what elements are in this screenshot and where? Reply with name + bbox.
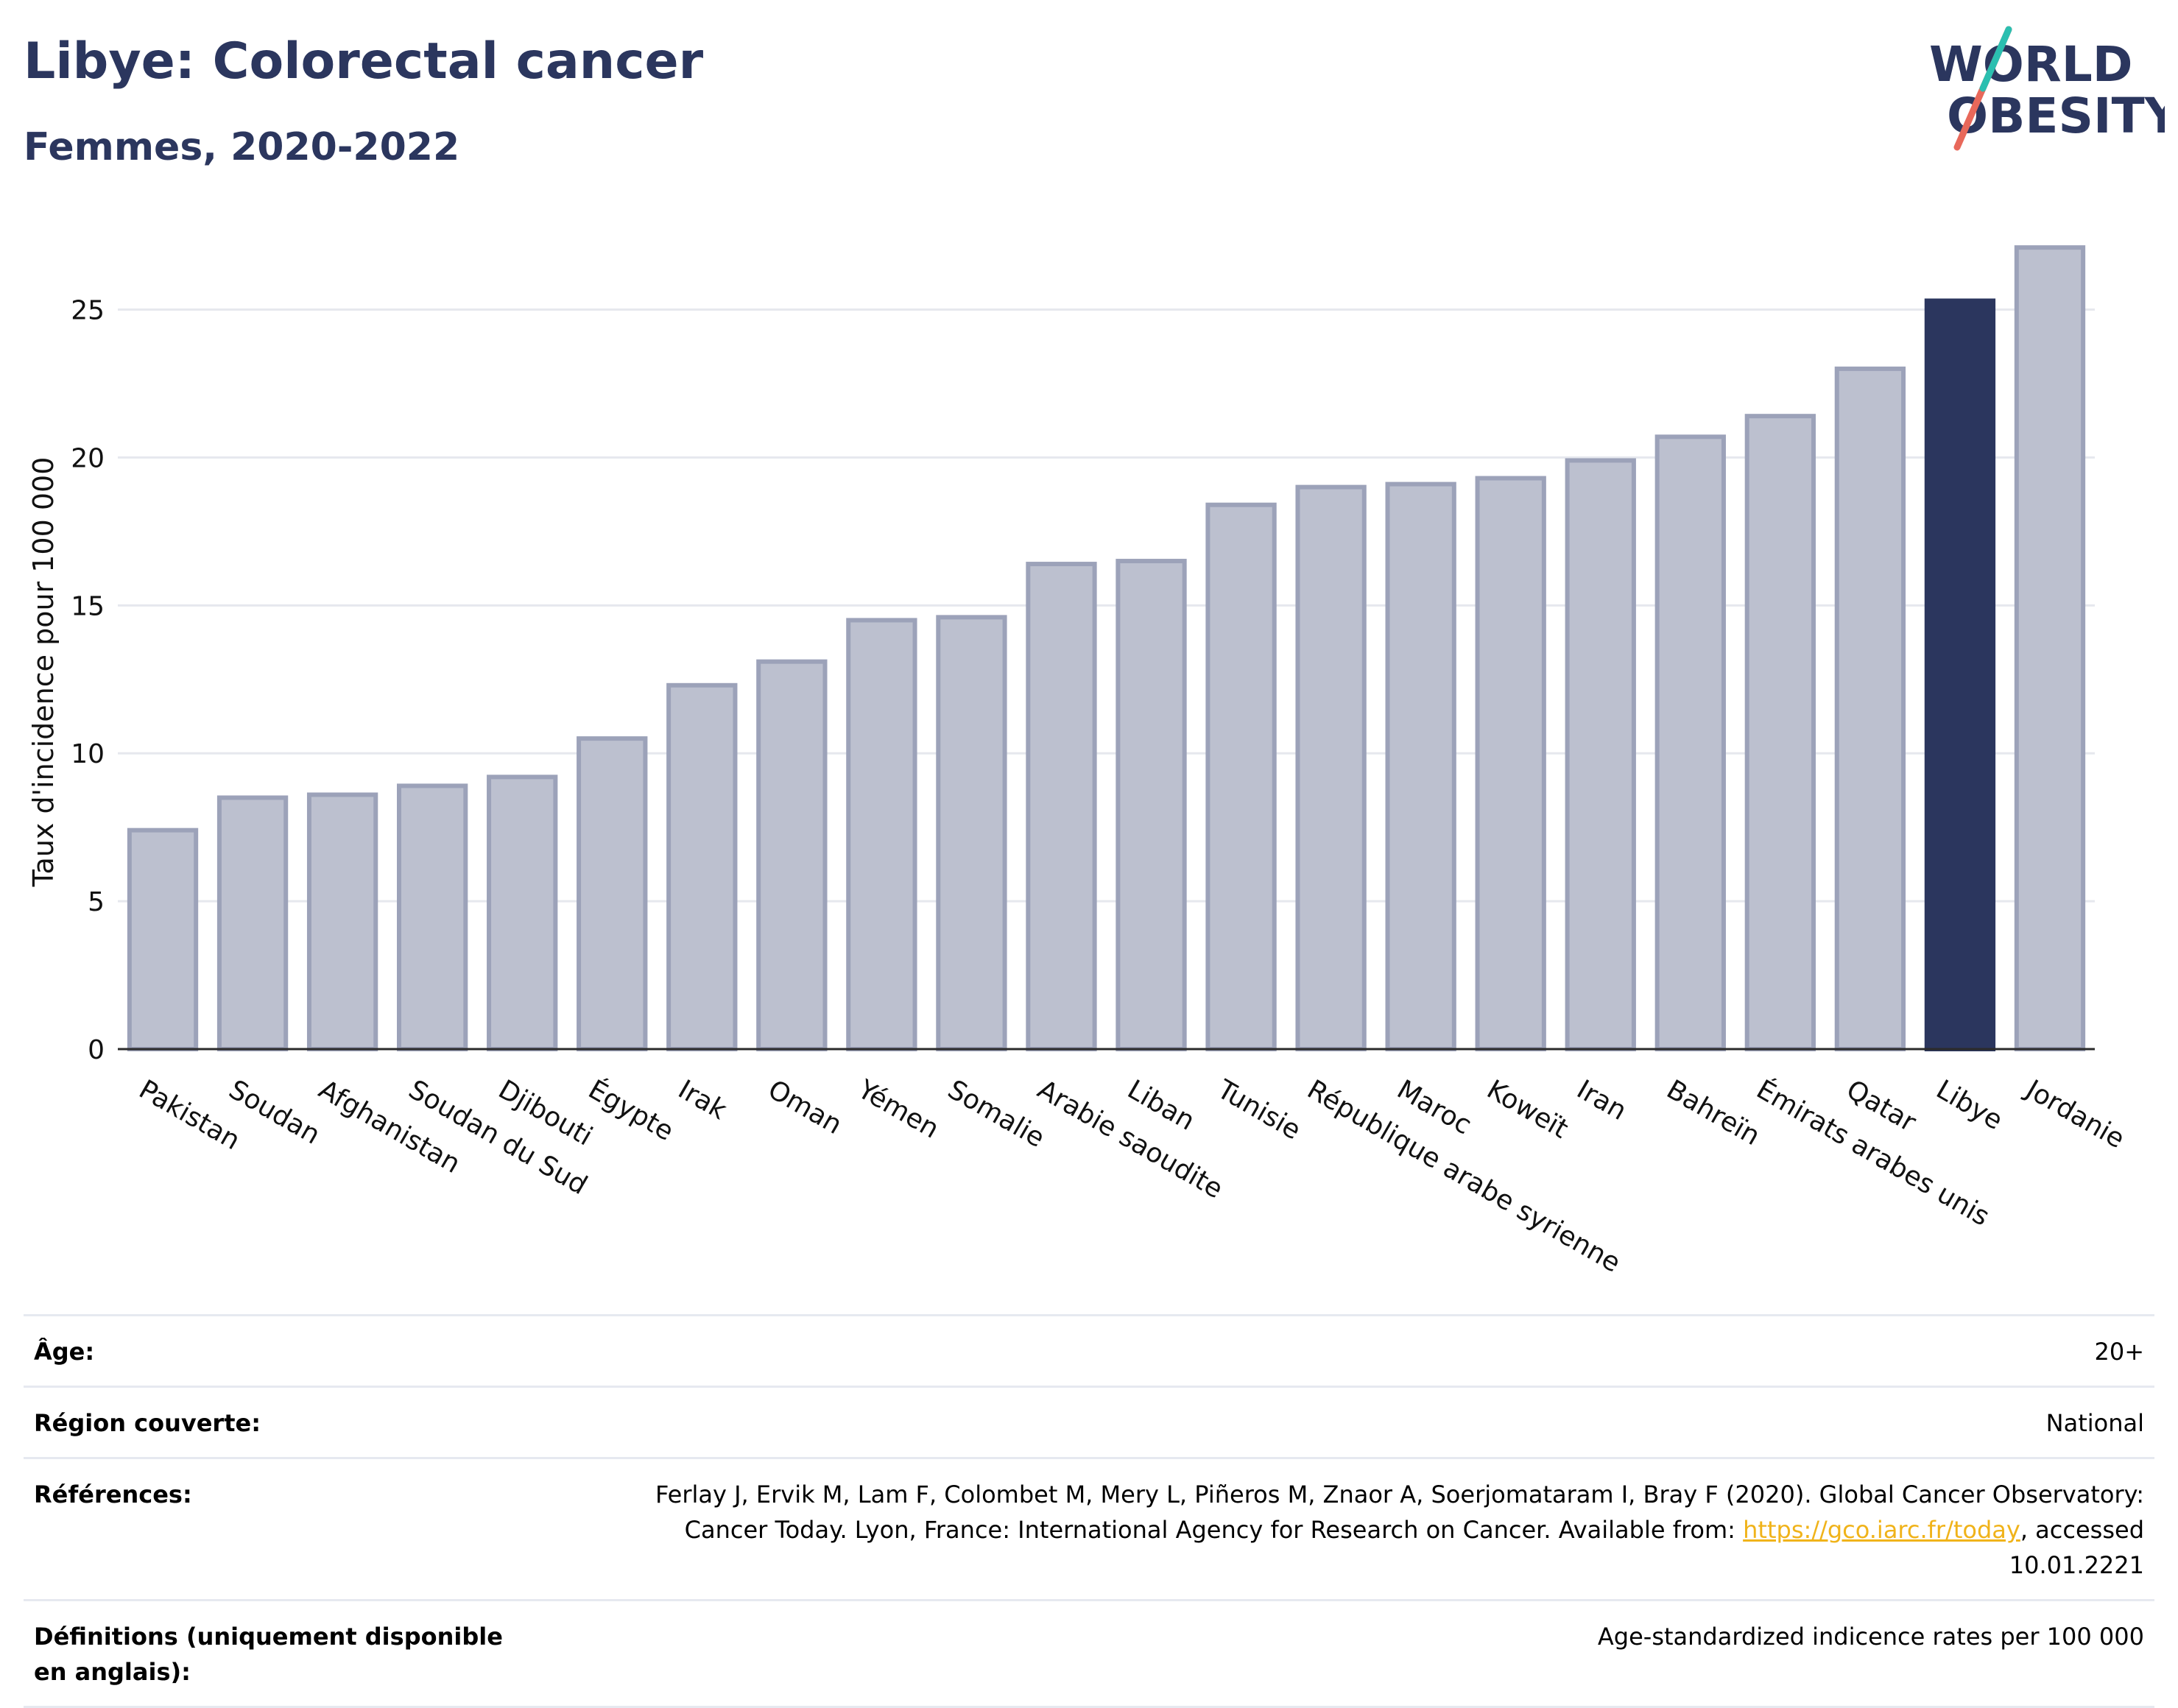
x-tick-label: Irak <box>673 1074 732 1126</box>
bar-pakistan <box>127 827 199 1052</box>
bar-libye <box>1924 298 1996 1052</box>
bar-kowe-t <box>1475 476 1546 1051</box>
bar-somalie <box>936 615 1007 1051</box>
meta-row-references: Références: Ferlay J, Ervik M, Lam F, Co… <box>24 1457 2154 1599</box>
x-tick-label: Koweït <box>1481 1074 1573 1144</box>
meta-row-definitions: Définitions (uniquement disponible en an… <box>24 1599 2154 1708</box>
bar-soudan-du-sud <box>397 783 468 1052</box>
age-label: Âge: <box>34 1338 95 1366</box>
bar-arabie-saoudite <box>1026 562 1097 1051</box>
bar-liban <box>1116 559 1187 1051</box>
chart-title: Libye: Colorectal cancer <box>24 32 704 91</box>
bar-r-publique-arabe-syrienne <box>1295 484 1367 1051</box>
logo-slash-teal <box>1979 26 2012 92</box>
x-tick-label: Égypte <box>583 1074 679 1147</box>
bar-chart: 0 5 10 15 20 25 PakistanSoudanAfghanistanSoud… <box>27 245 2130 1279</box>
x-tick-label: Pakistan <box>134 1074 245 1156</box>
bar-oman <box>756 659 828 1051</box>
bars <box>127 245 2086 1052</box>
y-tick-label: 0 <box>88 1035 105 1065</box>
logo-word-world: WORLD <box>1929 36 2133 93</box>
x-tick-label: Jordanie <box>2020 1073 2129 1154</box>
references-label: Références: <box>34 1481 192 1508</box>
x-tick-label: Yémen <box>852 1074 944 1145</box>
bar-irak <box>666 682 738 1052</box>
references-link[interactable]: https://gco.iarc.fr/today <box>1743 1516 2020 1544</box>
references-suffix: , accessed 10.01.2221 <box>2009 1516 2144 1579</box>
bar-bahre-n <box>1654 434 1726 1051</box>
logo-word-obesity: OBESITY <box>1947 88 2165 144</box>
y-tick-label: 5 <box>88 887 105 917</box>
meta-row-region: Région couverte: National <box>24 1386 2154 1457</box>
chart-subtitle: Femmes, 2020-2022 <box>24 125 460 169</box>
x-tick-label: Somalie <box>942 1074 1049 1154</box>
y-tick-label: 25 <box>71 296 105 326</box>
bar-jordanie <box>2014 245 2086 1051</box>
y-tick-label: 20 <box>71 443 105 473</box>
x-tick-label: Tunisie <box>1211 1074 1305 1146</box>
bar-djibouti <box>487 774 558 1052</box>
x-tick-label: République arabe syrienne <box>1302 1074 1625 1278</box>
world-obesity-logo: WORLD OBESITY <box>1929 26 2165 151</box>
bar-tunisie <box>1205 502 1277 1051</box>
bar--mirats-arabes-unis <box>1744 414 1816 1051</box>
age-value: 20+ <box>2094 1338 2144 1366</box>
x-tick-label: Iran <box>1571 1074 1631 1126</box>
bar-qatar <box>1834 366 1906 1051</box>
y-tick-label: 15 <box>71 591 105 621</box>
definitions-label: Définitions (uniquement disponible en an… <box>34 1623 503 1686</box>
region-label: Région couverte: <box>34 1409 261 1437</box>
y-tick-labels: 0 5 10 15 20 25 <box>71 296 105 1065</box>
bar--gypte <box>577 736 648 1051</box>
references-value: Ferlay J, Ervik M, Lam F, Colombet M, Me… <box>583 1477 2144 1583</box>
y-tick-label: 10 <box>71 739 105 769</box>
x-tick-label: Bahreïn <box>1661 1074 1764 1151</box>
x-tick-label: Libye <box>1931 1074 2008 1136</box>
bar-y-men <box>846 618 917 1051</box>
bar-soudan <box>216 795 289 1052</box>
y-axis-label: Taux d'incidence pour 100 000 <box>27 457 60 888</box>
bar-afghanistan <box>306 792 378 1051</box>
bar-maroc <box>1385 481 1456 1051</box>
region-value: National <box>2045 1409 2144 1437</box>
bar-iran <box>1565 458 1636 1051</box>
references-text: Ferlay J, Ervik M, Lam F, Colombet M, Me… <box>655 1481 2144 1544</box>
x-tick-label: Oman <box>763 1074 847 1140</box>
definitions-value: Age-standardized indicence rates per 100… <box>1597 1623 2144 1651</box>
meta-row-age: Âge: 20+ <box>24 1314 2154 1386</box>
metadata-table: Âge: 20+ Région couverte: National Référ… <box>24 1314 2154 1708</box>
